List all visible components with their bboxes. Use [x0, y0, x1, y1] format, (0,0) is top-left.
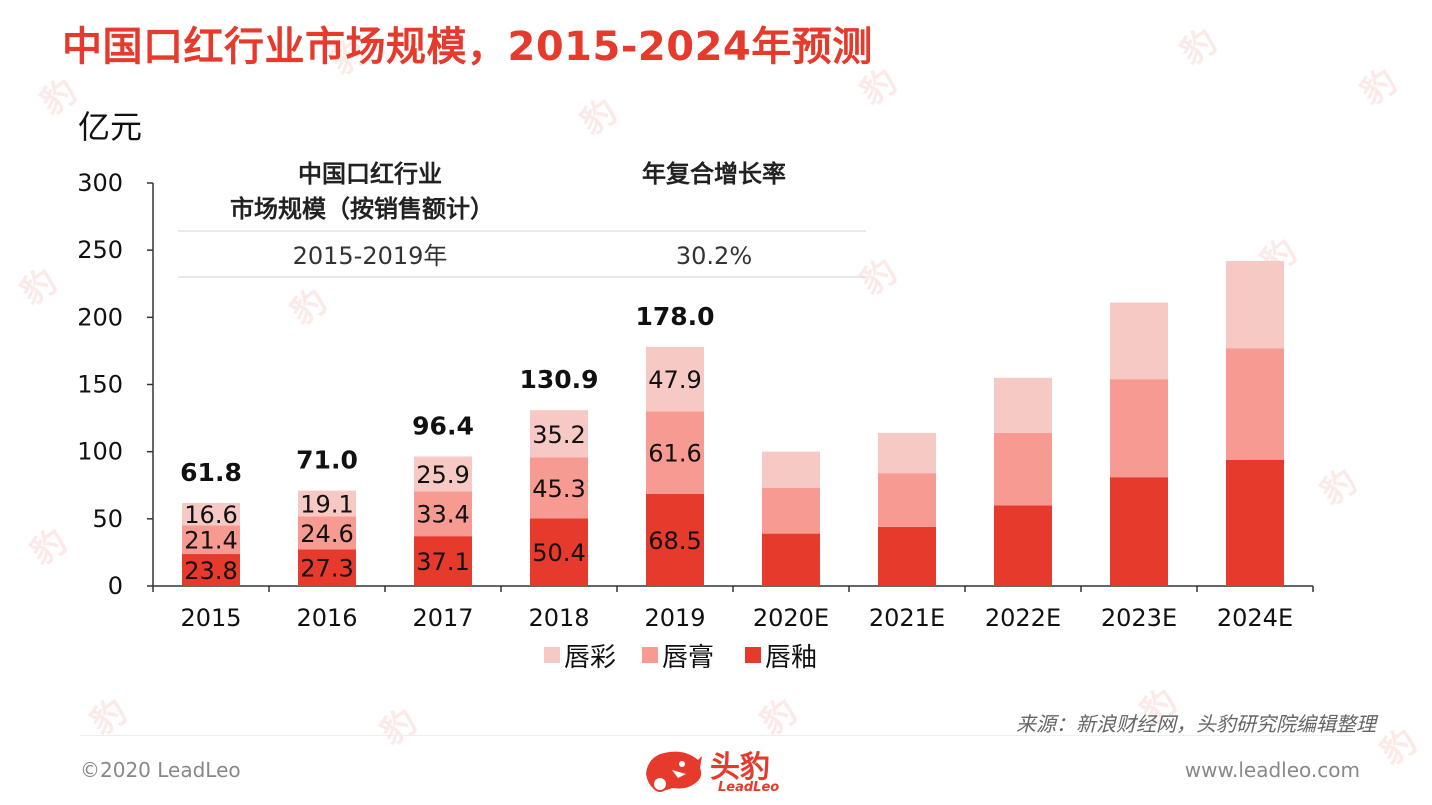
bar-segment-唇膏 — [878, 473, 936, 527]
bar-segment-唇膏 — [182, 525, 240, 555]
x-tick-label: 2020E — [753, 604, 829, 632]
source-note: 来源：新浪财经网，头豹研究院编辑整理 — [1016, 712, 1376, 736]
bar-segment-唇彩 — [1110, 302, 1168, 380]
total-value-label: 71.0 — [296, 446, 358, 475]
bar-segment-唇膏 — [762, 487, 820, 534]
bar-segment-唇釉 — [762, 533, 820, 586]
segment-value-label: 61.6 — [648, 440, 701, 468]
legend-label: 唇彩 — [564, 643, 616, 673]
legend-swatch-唇彩 — [544, 647, 560, 663]
bar-segment-唇釉 — [994, 505, 1052, 586]
bar-segment-唇膏 — [298, 516, 356, 550]
bar-segment-唇釉 — [414, 536, 472, 586]
bar-segment-唇釉 — [530, 518, 588, 586]
bar-segment-唇彩 — [530, 410, 588, 458]
y-tick-label: 50 — [92, 505, 123, 533]
footer-divider — [80, 735, 1352, 736]
segment-value-label: 27.3 — [300, 555, 353, 583]
segment-value-label: 47.9 — [648, 366, 701, 394]
x-tick-label: 2018 — [528, 604, 589, 632]
logo-text-cn: 头豹 — [710, 750, 770, 785]
leopard-icon — [646, 751, 702, 792]
inset-header-label: 中国口红行业 — [298, 160, 442, 188]
bar-segment-唇膏 — [1226, 348, 1284, 460]
watermark: 豹 — [373, 701, 425, 754]
x-tick-label: 2022E — [985, 604, 1061, 632]
x-tick-label: 2017 — [412, 604, 473, 632]
bar-segment-唇彩 — [878, 432, 936, 474]
segment-value-label: 68.5 — [648, 527, 701, 555]
watermark: 豹 — [1373, 721, 1425, 774]
y-tick-label: 250 — [77, 236, 123, 264]
legend-swatch-唇釉 — [745, 647, 761, 663]
bar-segment-唇彩 — [182, 502, 240, 526]
segment-value-label: 16.6 — [184, 501, 237, 529]
bar-segment-唇膏 — [994, 432, 1052, 506]
total-value-label: 178.0 — [635, 302, 714, 331]
bar-segment-唇彩 — [646, 346, 704, 412]
bar-segment-唇釉 — [878, 526, 936, 586]
segment-value-label: 35.2 — [532, 421, 585, 449]
bar-segment-唇釉 — [646, 493, 704, 586]
bar-segment-唇膏 — [646, 411, 704, 494]
y-tick-label: 150 — [77, 371, 123, 399]
segment-value-label: 19.1 — [300, 490, 353, 518]
x-tick-label: 2024E — [1217, 604, 1293, 632]
legend-swatch-唇膏 — [642, 647, 658, 663]
segment-value-label: 45.3 — [532, 475, 585, 503]
segment-value-label: 25.9 — [416, 461, 469, 489]
bar-segment-唇膏 — [414, 491, 472, 537]
segment-value-label: 33.4 — [416, 501, 469, 529]
y-tick-label: 300 — [77, 169, 123, 197]
x-tick-label: 2016 — [296, 604, 357, 632]
leadleo-logo: 头豹 LeadLeo — [642, 742, 792, 800]
bar-segment-唇彩 — [298, 490, 356, 517]
y-tick-label: 200 — [77, 303, 123, 331]
page-title: 中国口红行业市场规模，2015-2024年预测 — [62, 24, 873, 70]
x-tick-label: 2021E — [869, 604, 945, 632]
unit-label: 亿元 — [78, 108, 143, 146]
total-value-label: 130.9 — [519, 365, 598, 394]
y-tick-label: 100 — [77, 438, 123, 466]
legend-label: 唇膏 — [662, 643, 714, 673]
segment-value-label: 24.6 — [300, 520, 353, 548]
bar-segment-唇彩 — [414, 456, 472, 492]
inset-cell: 2015-2019年 — [293, 242, 448, 270]
website-link[interactable]: www.leadleo.com — [1184, 758, 1360, 782]
segment-value-label: 21.4 — [184, 527, 237, 555]
bar-segment-唇釉 — [1226, 459, 1284, 586]
x-tick-label: 2023E — [1101, 604, 1177, 632]
logo-text-en: LeadLeo — [718, 780, 780, 795]
segment-value-label: 50.4 — [532, 539, 585, 567]
total-value-label: 61.8 — [180, 458, 242, 487]
bar-segment-唇彩 — [1226, 260, 1284, 349]
segment-value-label: 23.8 — [184, 557, 237, 585]
total-value-label: 96.4 — [412, 412, 474, 441]
bar-segment-唇彩 — [994, 377, 1052, 433]
legend-label: 唇釉 — [765, 643, 817, 673]
bar-segment-唇釉 — [298, 549, 356, 586]
bar-segment-唇彩 — [762, 451, 820, 488]
copyright: ©2020 LeadLeo — [80, 758, 241, 782]
x-tick-label: 2015 — [180, 604, 241, 632]
segment-value-label: 37.1 — [416, 548, 469, 576]
inset-header-label: 年复合增长率 — [642, 160, 786, 188]
inset-cell: 30.2% — [676, 242, 752, 270]
bar-segment-唇釉 — [182, 554, 240, 586]
bar-segment-唇膏 — [1110, 379, 1168, 478]
bar-segment-唇釉 — [1110, 477, 1168, 586]
bar-segment-唇膏 — [530, 457, 588, 519]
y-tick-label: 0 — [108, 572, 123, 600]
x-tick-label: 2019 — [644, 604, 705, 632]
inset-header-label: 市场规模（按销售额计） — [230, 195, 494, 223]
stacked-bar-chart: 0 50 100 150 200 250 300 23.821.416.6 61.8 2015 27… — [77, 160, 1314, 673]
